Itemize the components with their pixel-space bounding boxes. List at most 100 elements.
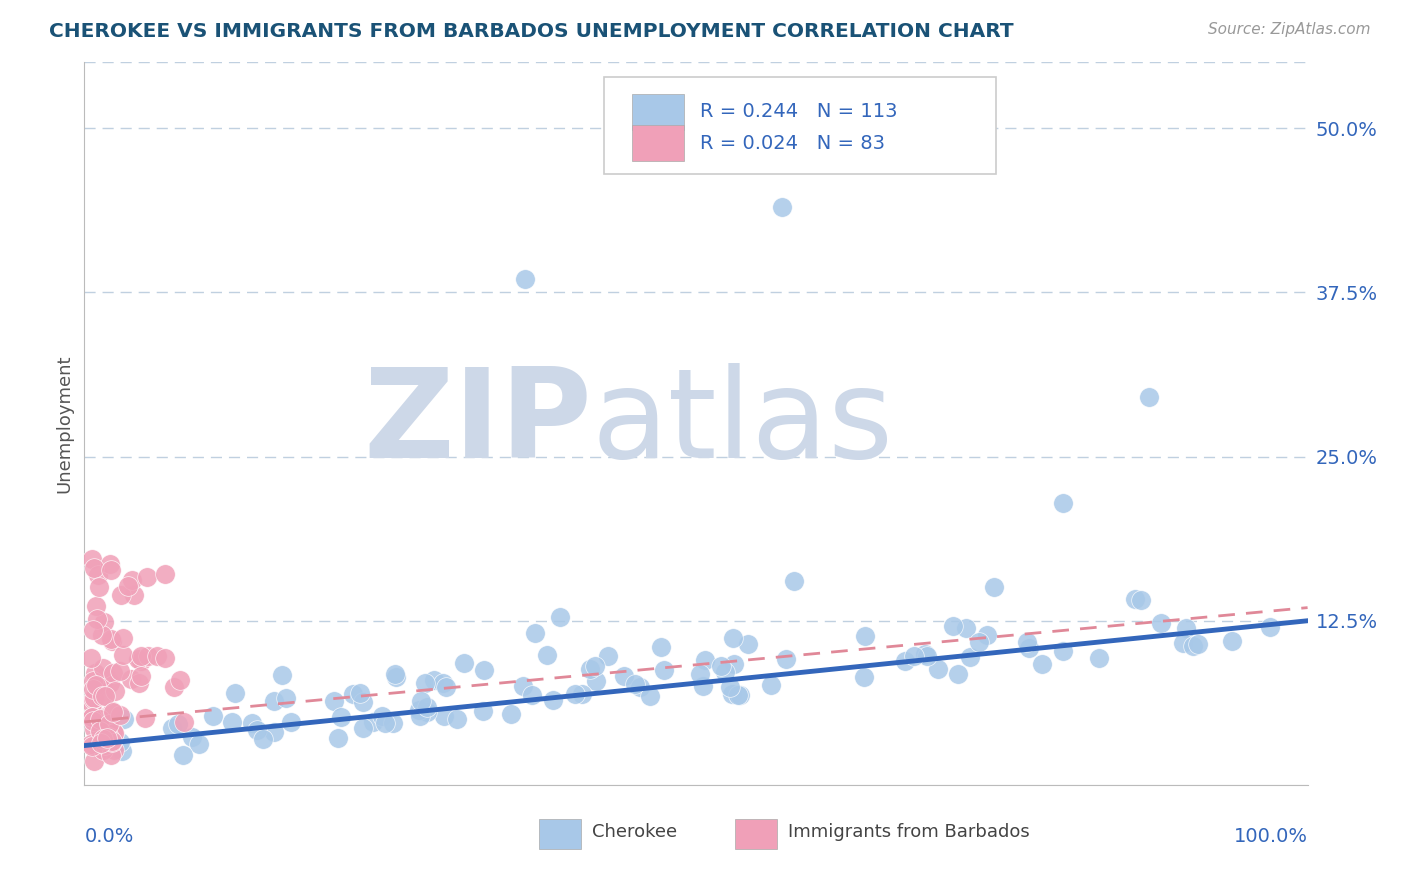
- Point: [83, 561, 105, 575]
- Text: Source: ZipAtlas.com: Source: ZipAtlas.com: [1208, 22, 1371, 37]
- Point: [710, 659, 733, 673]
- Point: [98, 731, 121, 745]
- Point: [903, 648, 925, 663]
- Point: [720, 687, 742, 701]
- Point: [416, 706, 439, 720]
- Point: [853, 670, 876, 684]
- Point: [422, 673, 444, 687]
- Point: [759, 678, 782, 692]
- Point: [111, 744, 134, 758]
- Point: [624, 677, 647, 691]
- Point: [128, 676, 150, 690]
- Point: [976, 627, 998, 641]
- Point: [1052, 644, 1074, 658]
- Point: [252, 732, 274, 747]
- Point: [100, 747, 122, 762]
- Point: [90, 736, 112, 750]
- Point: [240, 715, 263, 730]
- Point: [381, 715, 404, 730]
- Point: [349, 686, 371, 700]
- Point: [94, 738, 117, 752]
- Point: [520, 688, 543, 702]
- Point: [117, 579, 139, 593]
- Point: [541, 693, 564, 707]
- Point: [598, 649, 620, 664]
- Point: [472, 664, 495, 678]
- Point: [432, 675, 454, 690]
- Point: [1173, 636, 1195, 650]
- Point: [98, 675, 121, 690]
- Point: [959, 649, 981, 664]
- Point: [374, 715, 396, 730]
- Point: [409, 694, 432, 708]
- Point: [721, 631, 744, 645]
- Point: [86, 599, 108, 613]
- Point: [361, 714, 384, 729]
- Point: [1220, 634, 1243, 648]
- Point: [97, 716, 120, 731]
- Point: [536, 648, 558, 662]
- Point: [100, 632, 122, 647]
- Point: [512, 679, 534, 693]
- Point: [329, 709, 352, 723]
- Point: [501, 707, 523, 722]
- Point: [103, 726, 125, 740]
- Point: [187, 737, 209, 751]
- Point: [100, 735, 122, 749]
- Point: [453, 656, 475, 670]
- Point: [1017, 635, 1039, 649]
- Point: [80, 709, 103, 723]
- Point: [385, 670, 408, 684]
- Point: [263, 725, 285, 739]
- Point: [1137, 391, 1160, 405]
- Text: ZIP: ZIP: [363, 363, 592, 484]
- Point: [942, 618, 965, 632]
- Point: [274, 691, 297, 706]
- Point: [162, 722, 184, 736]
- Point: [352, 694, 374, 708]
- Point: [129, 649, 152, 664]
- Point: [120, 672, 142, 686]
- Text: 0.0%: 0.0%: [84, 827, 134, 846]
- Point: [180, 730, 202, 744]
- Point: [153, 566, 176, 581]
- Point: [783, 574, 806, 589]
- FancyBboxPatch shape: [633, 125, 683, 161]
- Point: [271, 668, 294, 682]
- Point: [172, 747, 194, 762]
- Point: [134, 711, 156, 725]
- Point: [692, 679, 714, 693]
- Point: [87, 678, 110, 692]
- Point: [1018, 641, 1040, 656]
- Point: [524, 626, 547, 640]
- Point: [693, 653, 716, 667]
- Point: [87, 567, 110, 582]
- Point: [1123, 592, 1146, 607]
- Point: [370, 709, 392, 723]
- Point: [89, 742, 111, 756]
- Point: [110, 588, 132, 602]
- Point: [1187, 636, 1209, 650]
- Point: [571, 687, 593, 701]
- Point: [96, 670, 118, 684]
- Point: [583, 658, 606, 673]
- Point: [111, 648, 134, 662]
- Point: [91, 661, 114, 675]
- Point: [79, 737, 101, 751]
- Point: [263, 694, 285, 708]
- Point: [723, 657, 745, 671]
- Point: [103, 705, 125, 719]
- Point: [89, 580, 111, 594]
- FancyBboxPatch shape: [605, 77, 995, 175]
- FancyBboxPatch shape: [633, 94, 683, 129]
- Point: [983, 581, 1005, 595]
- Point: [103, 724, 125, 739]
- Point: [153, 651, 176, 665]
- Point: [135, 570, 157, 584]
- Point: [770, 200, 793, 214]
- Point: [280, 714, 302, 729]
- Point: [80, 710, 103, 724]
- Point: [221, 714, 243, 729]
- Text: 100.0%: 100.0%: [1233, 827, 1308, 846]
- Point: [326, 731, 349, 745]
